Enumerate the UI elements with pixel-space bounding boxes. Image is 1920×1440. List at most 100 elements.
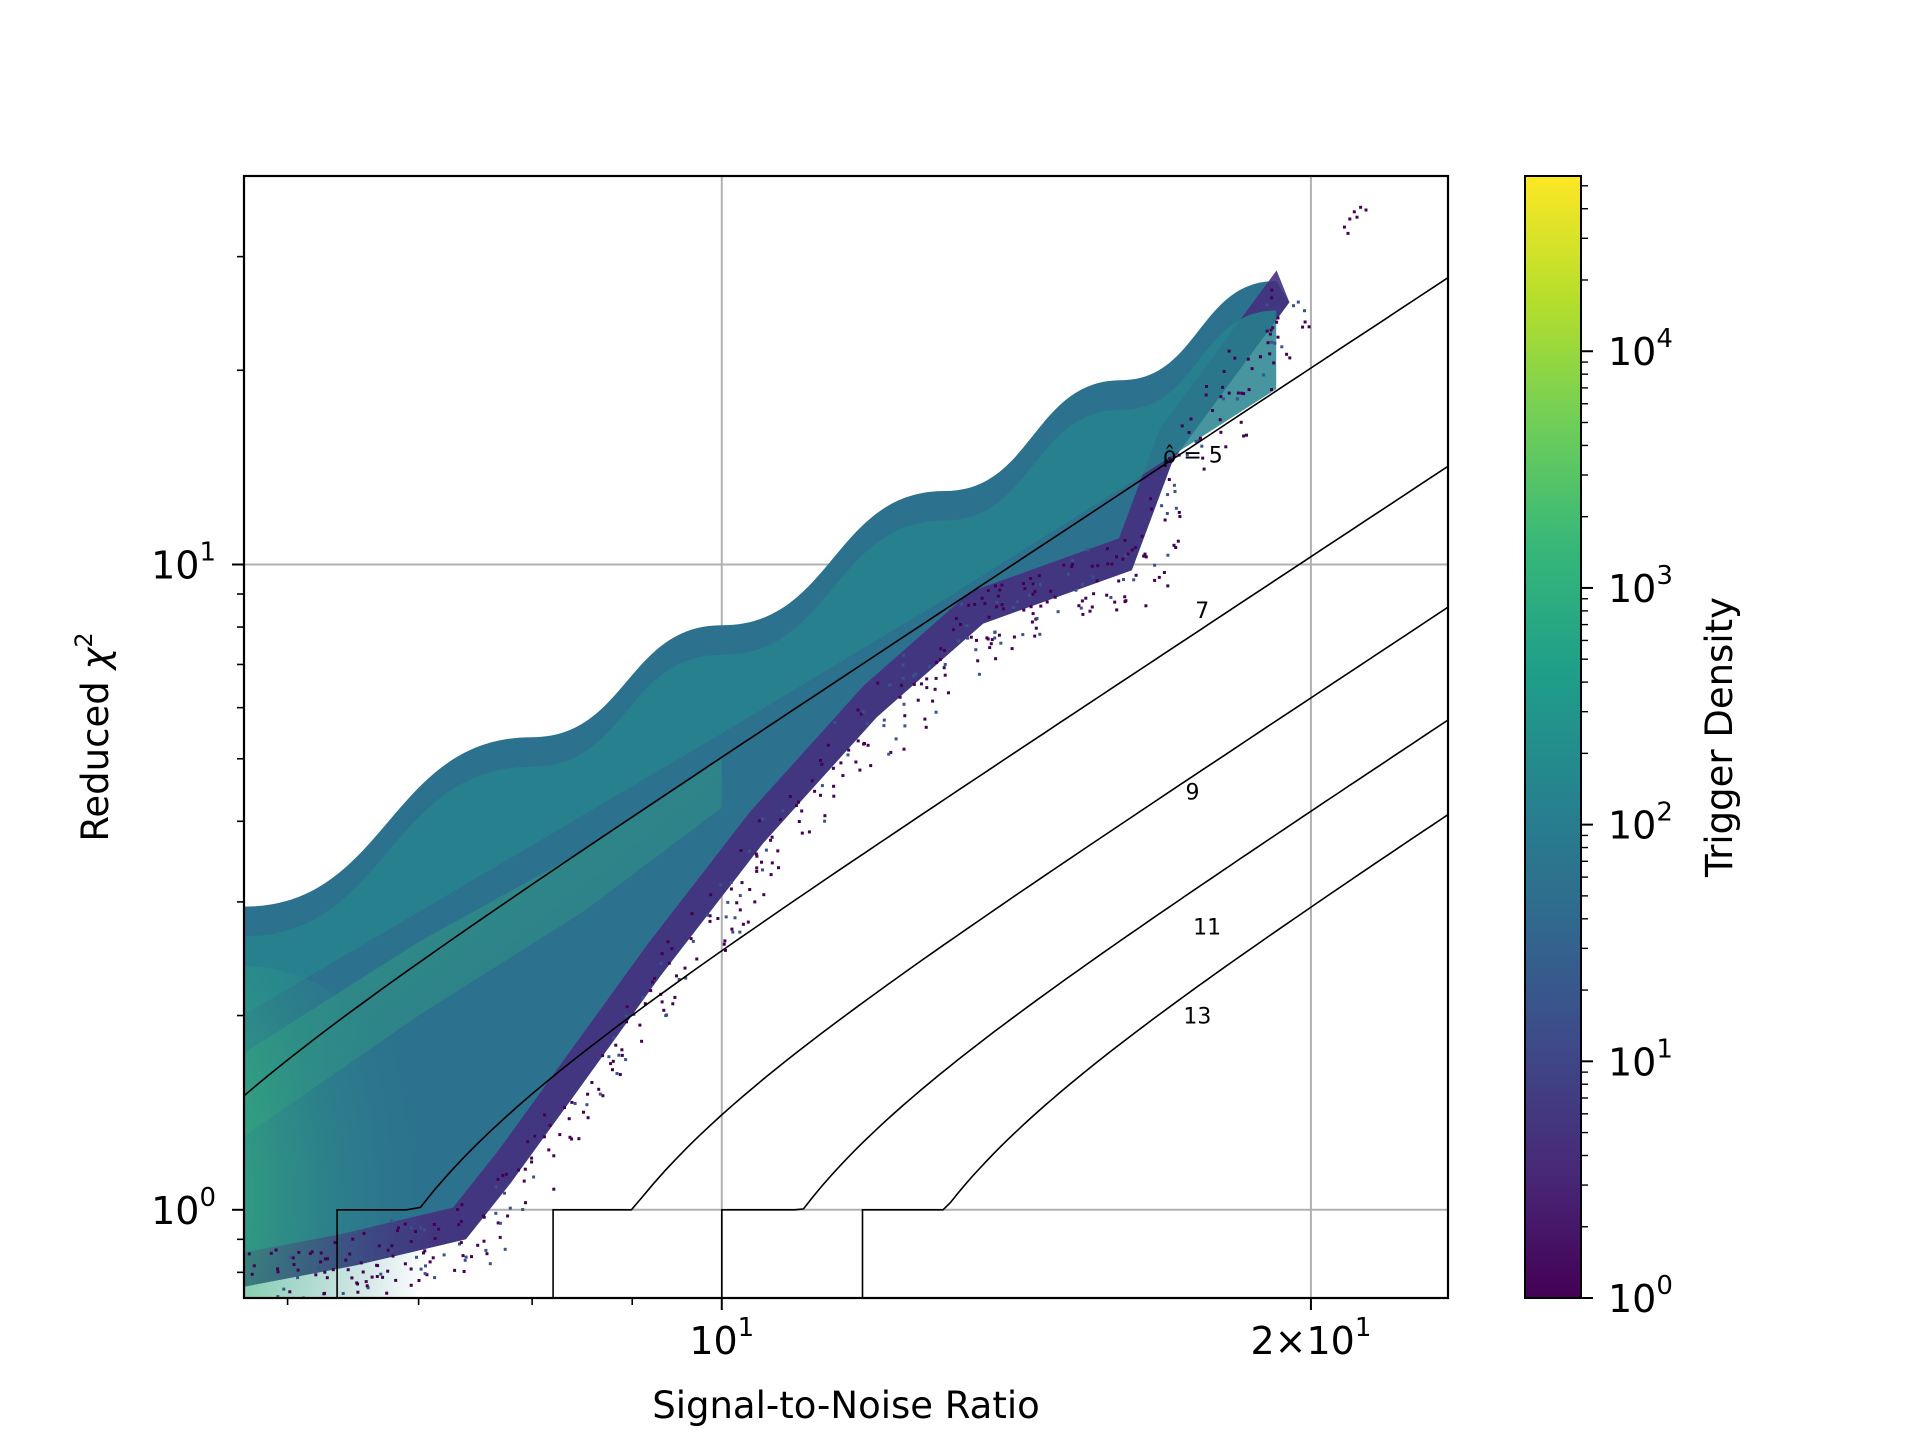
trigger-speckle: [882, 718, 886, 722]
trigger-speckle: [1270, 340, 1274, 344]
trigger-speckle: [618, 1073, 622, 1076]
trigger-speckle: [1130, 548, 1134, 552]
trigger-speckle: [943, 649, 946, 652]
trigger-speckle: [1109, 596, 1113, 599]
colorbar-tick-label: 101: [1608, 1034, 1673, 1084]
trigger-speckle: [1074, 588, 1078, 592]
trigger-speckle: [543, 1113, 547, 1117]
trigger-speckle: [1236, 391, 1240, 395]
trigger-speckle: [861, 710, 865, 714]
trigger-speckle: [485, 1252, 489, 1256]
trigger-speckle: [317, 1265, 321, 1269]
trigger-speckle: [933, 687, 937, 691]
trigger-speckle: [726, 900, 730, 904]
trigger-speckle: [869, 764, 873, 768]
trigger-speckle: [894, 737, 898, 741]
trigger-speckle: [350, 1276, 354, 1280]
trigger-speckle: [719, 883, 723, 887]
trigger-speckle: [662, 1008, 666, 1012]
trigger-speckle: [1240, 391, 1244, 395]
trigger-speckle: [252, 1264, 256, 1268]
trigger-speckle: [598, 1092, 602, 1096]
trigger-speckle: [1105, 593, 1109, 597]
trigger-speckle: [1081, 582, 1084, 586]
trigger-speckle: [1176, 539, 1180, 543]
trigger-speckle: [761, 817, 765, 821]
trigger-speckle: [615, 1072, 619, 1075]
trigger-speckle: [422, 1251, 425, 1255]
trigger-speckle: [1033, 634, 1037, 638]
trigger-speckle: [1227, 391, 1231, 395]
trigger-speckle: [876, 681, 880, 685]
trigger-speckle: [570, 1100, 574, 1104]
trigger-speckle: [826, 743, 830, 747]
trigger-speckle: [1077, 604, 1081, 608]
trigger-speckle: [1301, 325, 1305, 329]
trigger-speckle: [296, 1276, 300, 1280]
trigger-speckle: [409, 1240, 413, 1243]
trigger-speckle: [901, 676, 905, 680]
plot-area: ρ̂ = 5 7 9 11 13 101 2×101 100 101: [151, 174, 1450, 1363]
trigger-speckle: [671, 1002, 675, 1006]
trigger-speckle: [938, 657, 942, 661]
trigger-speckle: [344, 1258, 348, 1262]
trigger-speckle: [341, 1301, 344, 1304]
trigger-speckle: [1030, 620, 1034, 624]
trigger-speckle: [1177, 510, 1181, 514]
trigger-speckle: [931, 699, 935, 703]
trigger-speckle: [975, 638, 978, 642]
trigger-speckle: [424, 1264, 427, 1268]
trigger-speckle: [1056, 610, 1060, 614]
trigger-speckle: [396, 1226, 400, 1230]
trigger-speckle: [1062, 563, 1066, 567]
trigger-speckle: [1070, 565, 1074, 568]
trigger-speckle: [659, 962, 663, 965]
trigger-speckle: [677, 978, 681, 981]
trigger-speckle: [738, 930, 742, 934]
colorbar-tick-label: 104: [1608, 324, 1673, 374]
trigger-speckle: [459, 1241, 463, 1245]
trigger-speckle: [586, 1116, 590, 1120]
trigger-speckle: [1303, 309, 1306, 313]
contour-line-5: [244, 277, 1448, 1097]
trigger-speckle: [925, 686, 929, 690]
trigger-speckle: [769, 873, 773, 877]
trigger-speckle: [417, 1279, 421, 1282]
trigger-speckle: [1134, 573, 1138, 577]
trigger-speckle: [649, 989, 653, 993]
trigger-speckle: [995, 600, 999, 604]
trigger-speckle: [1012, 606, 1015, 609]
trigger-speckle: [504, 1172, 508, 1176]
trigger-speckle: [1123, 600, 1127, 604]
trigger-speckle: [832, 794, 836, 798]
trigger-speckle: [794, 804, 798, 807]
trigger-speckle: [942, 666, 946, 670]
trigger-speckle: [376, 1264, 380, 1268]
trigger-speckle: [920, 682, 923, 686]
trigger-speckle: [590, 1081, 594, 1084]
trigger-speckle: [640, 1039, 644, 1043]
trigger-speckle: [997, 633, 1001, 637]
trigger-speckle: [254, 1306, 257, 1309]
trigger-speckle: [624, 1058, 628, 1062]
trigger-speckle: [428, 1260, 432, 1264]
trigger-speckle: [1219, 395, 1223, 399]
trigger-speckle: [276, 1295, 280, 1298]
colorbar-ticks: 100 101 102 103 104: [1581, 185, 1673, 1321]
trigger-speckle: [985, 636, 989, 640]
trigger-speckle: [458, 1242, 461, 1246]
trigger-speckle: [993, 631, 997, 634]
trigger-speckle: [1187, 431, 1191, 434]
trigger-speckle: [1239, 420, 1243, 424]
trigger-speckle: [943, 663, 947, 666]
trigger-speckle: [274, 1248, 278, 1252]
trigger-speckle: [1022, 582, 1025, 585]
trigger-speckle: [887, 752, 891, 756]
trigger-speckle: [1270, 296, 1274, 300]
trigger-speckle: [533, 1134, 537, 1138]
trigger-speckle: [935, 660, 939, 664]
x-tick-label: 2×101: [1250, 1313, 1371, 1363]
trigger-speckle: [924, 725, 928, 729]
trigger-speckle: [396, 1229, 399, 1233]
